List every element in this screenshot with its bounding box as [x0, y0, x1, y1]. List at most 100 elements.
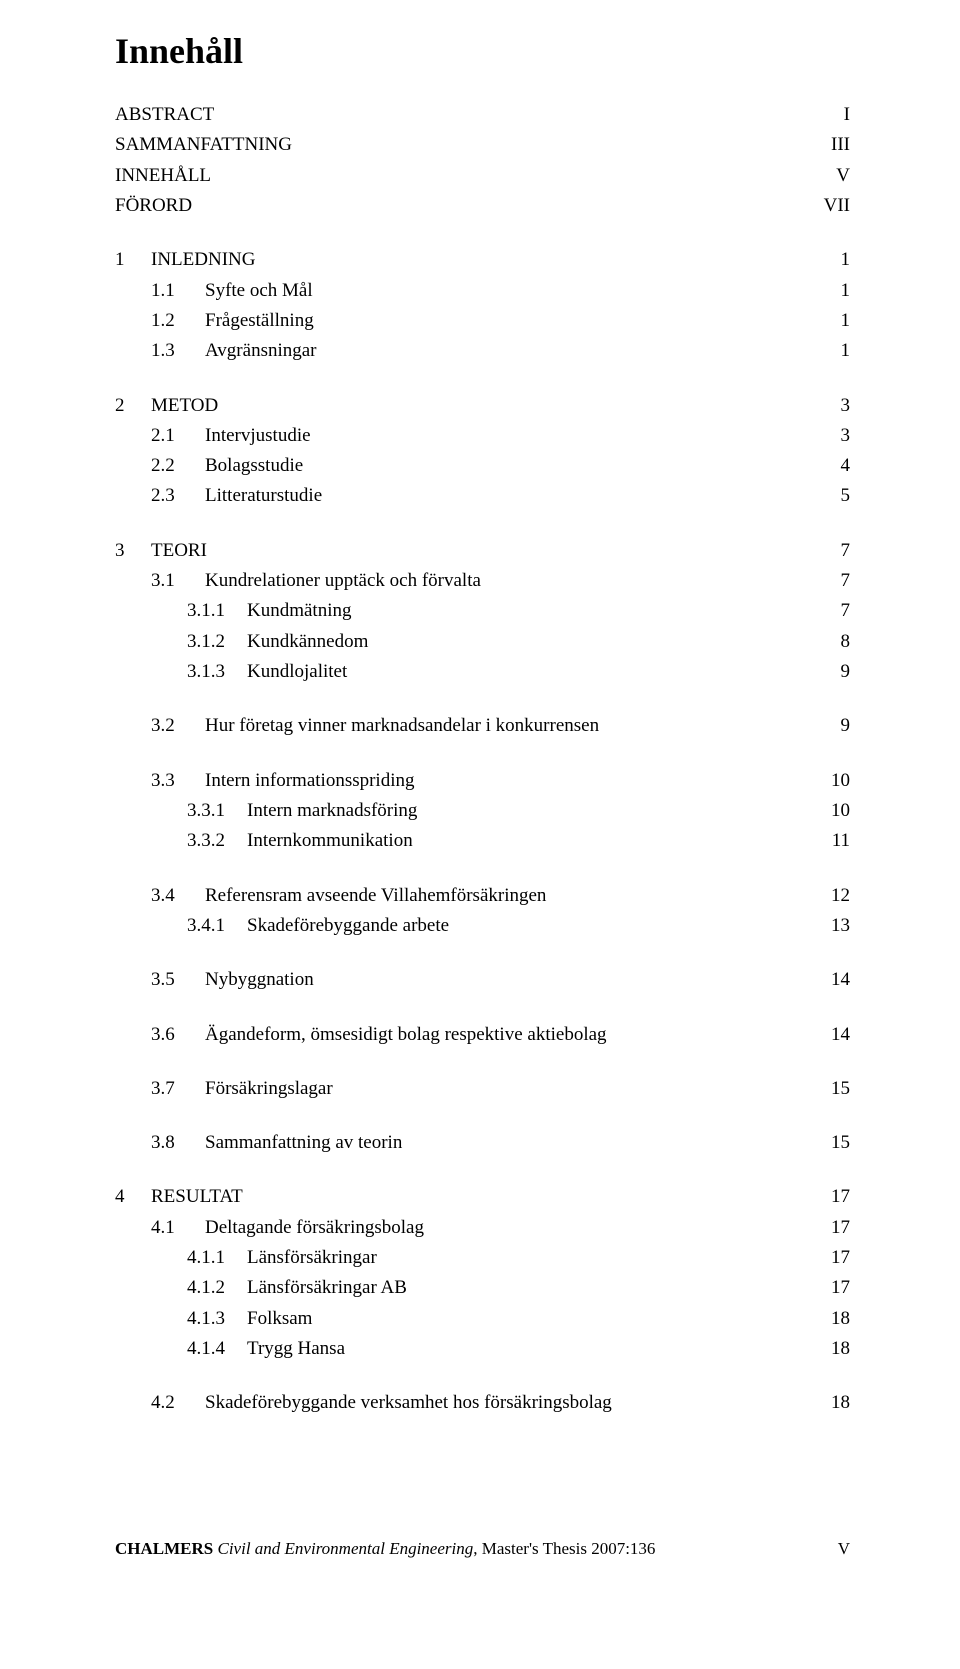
toc-row: 3.5Nybyggnation 14: [115, 965, 850, 995]
sub-3-3-block: 3.3Intern informationsspriding 10 3.3.1I…: [115, 766, 850, 857]
toc-page: 1: [821, 279, 851, 303]
toc-page: 14: [811, 1023, 850, 1047]
toc-label: ABSTRACT: [115, 103, 824, 127]
section-2-block: 2METOD 3 2.1Intervjustudie 3 2.2Bolagsst…: [115, 391, 850, 512]
toc-label: 4.1Deltagande försäkringsbolag: [151, 1216, 811, 1240]
footer-left: CHALMERS Civil and Environmental Enginee…: [115, 1539, 655, 1559]
toc-label: 3.6Ägandeform, ömsesidigt bolag respekti…: [151, 1023, 811, 1047]
toc-row: 3.4.1Skadeförebyggande arbete 13: [115, 911, 850, 941]
toc-page: 7: [821, 599, 851, 623]
toc-row: 3.1.3Kundlojalitet 9: [115, 657, 850, 687]
toc-row: 3.6Ägandeform, ömsesidigt bolag respekti…: [115, 1020, 850, 1050]
sub-3-8-block: 3.8Sammanfattning av teorin 15: [115, 1128, 850, 1158]
toc-page: 7: [821, 539, 851, 563]
toc-page: 18: [811, 1307, 850, 1331]
toc-label: 2.2Bolagsstudie: [151, 454, 821, 478]
toc-label: 1.2Frågeställning: [151, 309, 821, 333]
toc-label: 3.8Sammanfattning av teorin: [151, 1131, 811, 1155]
toc-label: 3.7Försäkringslagar: [151, 1077, 811, 1101]
toc-label: 3.3Intern informationsspriding: [151, 769, 811, 793]
toc-page: 13: [811, 914, 850, 938]
page: Innehåll ABSTRACT I SAMMANFATTNING III I…: [0, 0, 960, 1599]
toc-label: INNEHÅLL: [115, 164, 816, 188]
toc-label: 4.1.3Folksam: [187, 1307, 811, 1331]
toc-label: 3.1.3Kundlojalitet: [187, 660, 821, 684]
sub-3-5-block: 3.5Nybyggnation 14: [115, 965, 850, 995]
toc-row: 3.3Intern informationsspriding 10: [115, 766, 850, 796]
toc-page: 1: [821, 339, 851, 363]
toc-page: 3: [821, 424, 851, 448]
toc-row: 1INLEDNING 1: [115, 245, 850, 275]
toc-page: 17: [811, 1276, 850, 1300]
toc-label: 3.5Nybyggnation: [151, 968, 811, 992]
toc-label: 2METOD: [115, 394, 821, 418]
toc-page: 12: [811, 884, 850, 908]
toc-row: 3.4Referensram avseende Villahemförsäkri…: [115, 881, 850, 911]
toc-row: 4RESULTAT 17: [115, 1182, 850, 1212]
toc-row: 4.1.1Länsförsäkringar 17: [115, 1243, 850, 1273]
toc-label: 4RESULTAT: [115, 1185, 811, 1209]
toc-label: 3.3.2Internkommunikation: [187, 829, 812, 853]
toc-row: 3.1.1Kundmätning 7: [115, 596, 850, 626]
toc-page: VII: [804, 194, 850, 218]
toc-row: 4.2Skadeförebyggande verksamhet hos förs…: [115, 1388, 850, 1418]
sub-4-2-block: 4.2Skadeförebyggande verksamhet hos förs…: [115, 1388, 850, 1418]
toc-row: 3.1.2Kundkännedom 8: [115, 627, 850, 657]
section-1-block: 1INLEDNING 1 1.1Syfte och Mål 1 1.2Fråge…: [115, 245, 850, 366]
toc-page: V: [816, 164, 850, 188]
toc-label: 4.2Skadeförebyggande verksamhet hos förs…: [151, 1391, 811, 1415]
toc-row: 3TEORI 7: [115, 536, 850, 566]
sub-3-2-block: 3.2Hur företag vinner marknadsandelar i …: [115, 711, 850, 741]
toc-label: 3.4.1Skadeförebyggande arbete: [187, 914, 811, 938]
toc-label: 3.1.2Kundkännedom: [187, 630, 821, 654]
toc-page: 17: [811, 1246, 850, 1270]
toc-page: 15: [811, 1131, 850, 1155]
toc-label: 2.1Intervjustudie: [151, 424, 821, 448]
toc-row: 2METOD 3: [115, 391, 850, 421]
toc-label: 2.3Litteraturstudie: [151, 484, 821, 508]
section-4-block: 4RESULTAT 17 4.1Deltagande försäkringsbo…: [115, 1182, 850, 1418]
toc-row: 2.1Intervjustudie 3: [115, 421, 850, 451]
toc-label: 3.2Hur företag vinner marknadsandelar i …: [151, 714, 821, 738]
toc-row: 3.3.1Intern marknadsföring 10: [115, 796, 850, 826]
toc-page: 18: [811, 1391, 850, 1415]
toc-label: 1INLEDNING: [115, 248, 821, 272]
toc-label: 3.1Kundrelationer upptäck och förvalta: [151, 569, 821, 593]
toc-label: SAMMANFATTNING: [115, 133, 811, 157]
toc-row: 4.1.2Länsförsäkringar AB 17: [115, 1273, 850, 1303]
toc-page: 17: [811, 1216, 850, 1240]
toc-row: FÖRORD VII: [115, 191, 850, 221]
toc-label: 3.1.1Kundmätning: [187, 599, 821, 623]
toc-page: 4: [821, 454, 851, 478]
toc-row: SAMMANFATTNING III: [115, 130, 850, 160]
toc-row: 4.1.4Trygg Hansa 18: [115, 1334, 850, 1364]
toc-page: 9: [821, 660, 851, 684]
toc-row: 3.1Kundrelationer upptäck och förvalta 7: [115, 566, 850, 596]
toc-page: 14: [811, 968, 850, 992]
toc-row: 2.3Litteraturstudie 5: [115, 481, 850, 511]
toc-row: 3.3.2Internkommunikation 11: [115, 826, 850, 856]
toc-row: ABSTRACT I: [115, 100, 850, 130]
toc-label: 1.1Syfte och Mål: [151, 279, 821, 303]
toc-label: FÖRORD: [115, 194, 804, 218]
toc-row: INNEHÅLL V: [115, 161, 850, 191]
toc-label: 1.3Avgränsningar: [151, 339, 821, 363]
front-matter-block: ABSTRACT I SAMMANFATTNING III INNEHÅLL V…: [115, 100, 850, 221]
toc-page: 3: [821, 394, 851, 418]
toc-page: 7: [821, 569, 851, 593]
toc-row: 1.1Syfte och Mål 1: [115, 276, 850, 306]
toc-row: 4.1Deltagande försäkringsbolag 17: [115, 1213, 850, 1243]
toc-row: 3.2Hur företag vinner marknadsandelar i …: [115, 711, 850, 741]
toc-page: 9: [821, 714, 851, 738]
toc-label: 3.4Referensram avseende Villahemförsäkri…: [151, 884, 811, 908]
toc-page: I: [824, 103, 850, 127]
toc-row: 1.3Avgränsningar 1: [115, 336, 850, 366]
toc-page: 17: [811, 1185, 850, 1209]
toc-page: 1: [821, 248, 851, 272]
toc-row: 2.2Bolagsstudie 4: [115, 451, 850, 481]
sub-4-1-block: 4.1Deltagande försäkringsbolag 17 4.1.1L…: [115, 1213, 850, 1365]
toc-row: 3.7Försäkringslagar 15: [115, 1074, 850, 1104]
footer-page-number: V: [838, 1539, 850, 1559]
toc-page: 18: [811, 1337, 850, 1361]
toc-row: 3.8Sammanfattning av teorin 15: [115, 1128, 850, 1158]
